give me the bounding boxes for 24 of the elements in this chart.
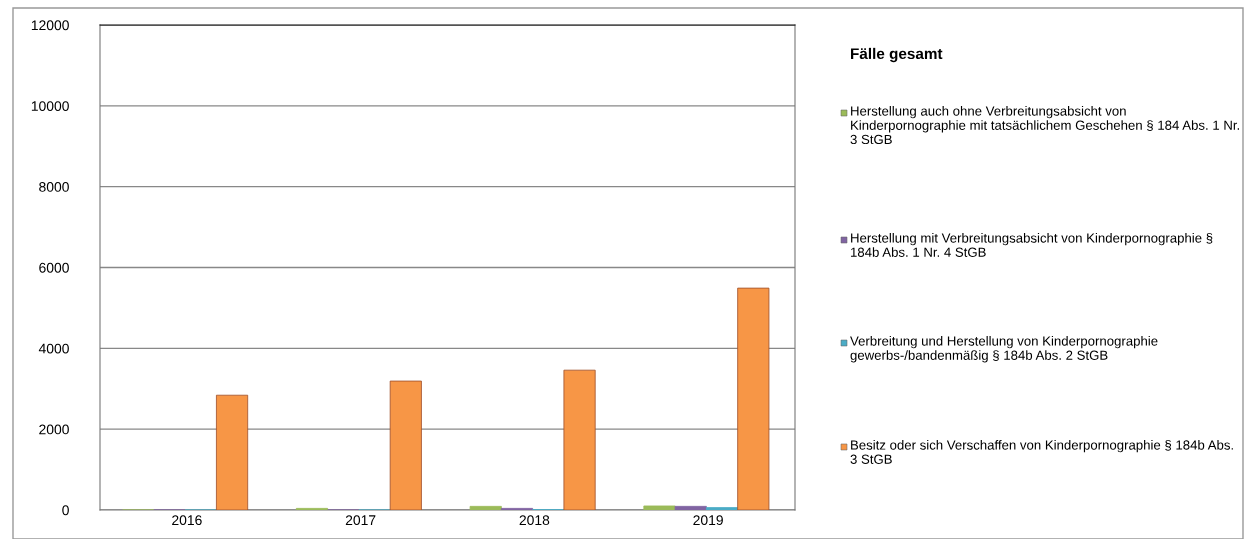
bar — [674, 505, 707, 510]
x-tick-label: 2018 — [519, 515, 550, 526]
x-tick-label: 2016 — [172, 515, 202, 526]
y-tick-label: 10000 — [31, 101, 69, 111]
x-tick-label: 2017 — [345, 515, 376, 526]
y-tick-label: 0 — [62, 505, 69, 516]
bar — [563, 369, 596, 510]
y-tick-label: 6000 — [39, 262, 69, 273]
y-tick-label: 4000 — [38, 343, 69, 354]
bar — [643, 505, 676, 510]
bar — [389, 380, 422, 510]
y-tick-label: 2000 — [39, 424, 69, 435]
legend-label: Herstellung mit Verbreitungsabsicht von Kinderpornographie § 184b Abs. 1 Nr. 4 StGB — [851, 233, 1213, 257]
x-tick-label: 2019 — [693, 515, 723, 526]
legend-label: Besitz oder sich Verschaffen von Kinderpornographie § 184b Abs. 3 StGB — [850, 440, 1233, 464]
y-tick-label: 8000 — [39, 182, 69, 192]
bar — [215, 394, 249, 510]
legend-label: Verbreitung und Herstellung von Kinderpornographie gewerbs-/bandenmäßig § 184b Abs. 2 StGB — [850, 336, 1158, 363]
legend-label: Herstellung auch ohne Verbreitungsabsicht von Kinderpornographie mit tatsächlichem Geschehen § 184 Abs. 1 Nr. 3 StGB — [850, 106, 1239, 145]
bar — [737, 287, 770, 510]
bar — [469, 505, 502, 510]
legend-title: Fälle gesamt — [851, 47, 943, 63]
bar — [705, 507, 739, 510]
y-tick-label: 12000 — [31, 20, 69, 31]
